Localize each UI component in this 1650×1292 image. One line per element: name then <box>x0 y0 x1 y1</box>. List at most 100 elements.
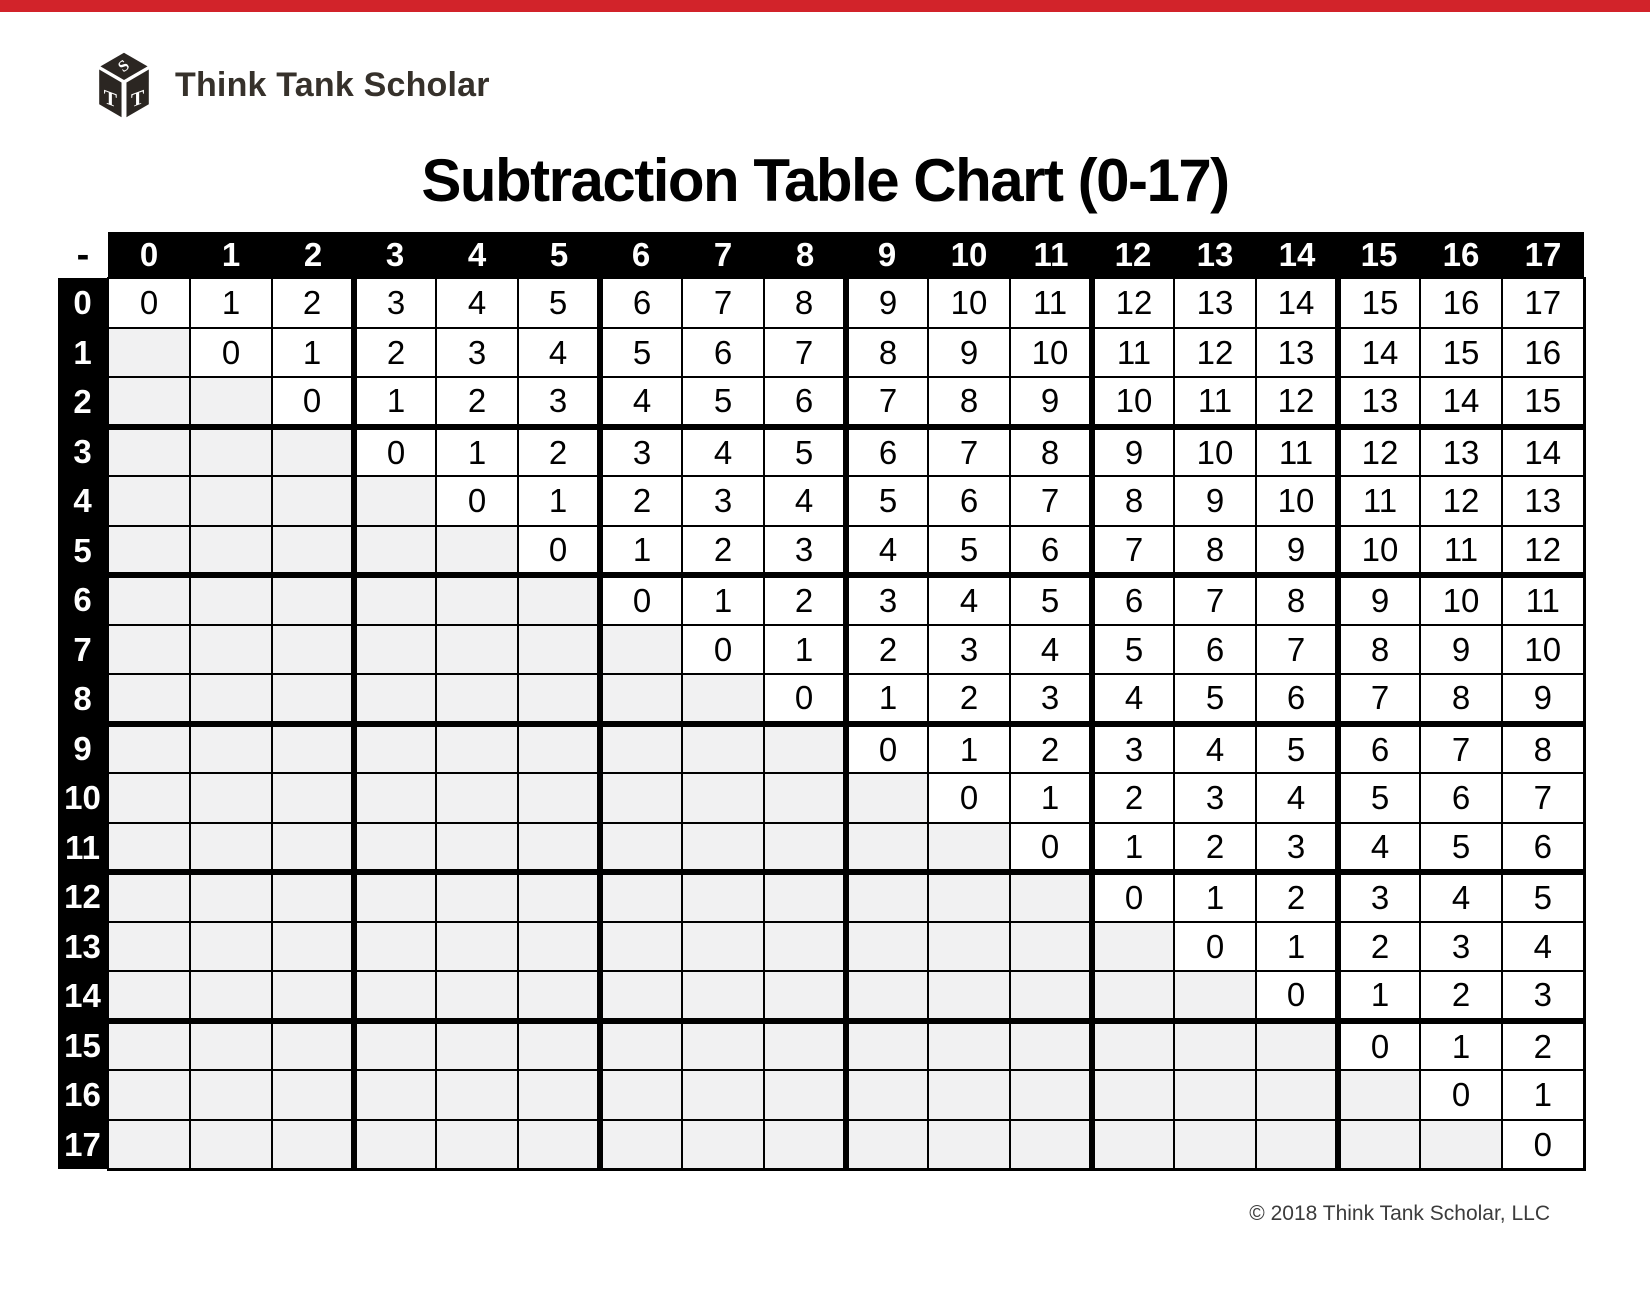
column-header-14: 14 <box>1256 232 1338 278</box>
cell-r14-c16: 2 <box>1419 970 1503 1024</box>
cell-r4-c11: 7 <box>1009 475 1095 527</box>
cell-r1-c2: 1 <box>271 326 357 378</box>
cell-r12-c14: 2 <box>1255 871 1341 923</box>
cube-left-face <box>99 69 122 118</box>
cell-r9-c1 <box>189 722 273 774</box>
cell-r0-c14: 14 <box>1255 277 1341 329</box>
cell-r17-c7 <box>681 1118 765 1171</box>
cell-r11-c5 <box>517 821 603 875</box>
row-header-13: 13 <box>58 921 108 971</box>
cell-r0-c0: 0 <box>107 277 191 329</box>
cell-r17-c10 <box>927 1118 1011 1171</box>
cell-r1-c12: 11 <box>1091 326 1175 378</box>
cell-r3-c6: 3 <box>599 425 683 477</box>
cell-r16-c8 <box>763 1069 849 1121</box>
cell-r11-c16: 5 <box>1419 821 1503 875</box>
cell-r10-c17: 7 <box>1501 772 1586 824</box>
row-header-7: 7 <box>58 624 108 674</box>
cell-r4-c15: 11 <box>1337 475 1421 527</box>
cell-r7-c6 <box>599 623 683 675</box>
cell-r14-c7 <box>681 970 765 1024</box>
cell-r4-c7: 3 <box>681 475 765 527</box>
cell-r2-c13: 11 <box>1173 376 1257 430</box>
cell-r15-c1 <box>189 1019 273 1071</box>
cube-letter-t-left: T <box>104 86 118 112</box>
cell-r9-c17: 8 <box>1501 722 1586 774</box>
cell-r12-c3 <box>353 871 437 923</box>
cell-r7-c12: 5 <box>1091 623 1175 675</box>
cell-r5-c13: 8 <box>1173 524 1257 578</box>
cell-r16-c10 <box>927 1069 1011 1121</box>
cell-r6-c5 <box>517 574 603 626</box>
cell-r10-c5 <box>517 772 603 824</box>
cell-r0-c5: 5 <box>517 277 603 329</box>
cell-r0-c13: 13 <box>1173 277 1257 329</box>
table-row-5: 5 0 1 2 3 4 5 6 7 8 9 10 11 12 <box>58 524 1586 578</box>
row-header-5: 5 <box>58 525 108 575</box>
cell-r17-c5 <box>517 1118 603 1171</box>
cell-r16-c12 <box>1091 1069 1175 1121</box>
cell-r5-c0 <box>107 524 191 578</box>
cell-r7-c8: 1 <box>763 623 849 675</box>
cell-r8-c1 <box>189 673 273 727</box>
cell-r6-c6: 0 <box>599 574 683 626</box>
cell-r12-c8 <box>763 871 849 923</box>
cell-r12-c15: 3 <box>1337 871 1421 923</box>
table-row-4: 4 0 1 2 3 4 5 6 7 8 9 10 11 12 13 <box>58 475 1586 527</box>
table-row-0: 0 0 1 2 3 4 5 6 7 8 9 10 11 12 13 14 15 16 17 <box>58 277 1586 329</box>
cell-r3-c8: 5 <box>763 425 849 477</box>
cell-r6-c9: 3 <box>845 574 929 626</box>
cell-r13-c8 <box>763 920 849 972</box>
cell-r1-c11: 10 <box>1009 326 1095 378</box>
cell-r6-c0 <box>107 574 191 626</box>
cell-r2-c0 <box>107 376 191 430</box>
cell-r11-c0 <box>107 821 191 875</box>
cell-r3-c12: 9 <box>1091 425 1175 477</box>
cell-r4-c1 <box>189 475 273 527</box>
cell-r3-c2 <box>271 425 357 477</box>
cell-r5-c9: 4 <box>845 524 929 578</box>
cell-r12-c7 <box>681 871 765 923</box>
cell-r9-c16: 7 <box>1419 722 1503 774</box>
cell-r12-c2 <box>271 871 357 923</box>
column-header-7: 7 <box>682 232 764 278</box>
cell-r1-c5: 4 <box>517 326 603 378</box>
row-header-14: 14 <box>58 971 108 1021</box>
cell-r16-c2 <box>271 1069 357 1121</box>
cell-r0-c9: 9 <box>845 277 929 329</box>
cell-r6-c2 <box>271 574 357 626</box>
cell-r16-c1 <box>189 1069 273 1121</box>
cell-r10-c15: 5 <box>1337 772 1421 824</box>
table-row-16: 16 0 1 <box>58 1069 1586 1121</box>
cell-r17-c14 <box>1255 1118 1341 1171</box>
cell-r10-c1 <box>189 772 273 824</box>
cell-r9-c6 <box>599 722 683 774</box>
cell-r3-c1 <box>189 425 273 477</box>
cell-r8-c6 <box>599 673 683 727</box>
cell-r15-c17: 2 <box>1501 1019 1586 1071</box>
cell-r6-c13: 7 <box>1173 574 1257 626</box>
table-row-13: 13 0 1 2 3 4 <box>58 920 1586 972</box>
cell-r7-c15: 8 <box>1337 623 1421 675</box>
cell-r16-c3 <box>353 1069 437 1121</box>
cell-r1-c8: 7 <box>763 326 849 378</box>
cell-r13-c6 <box>599 920 683 972</box>
cell-r6-c16: 10 <box>1419 574 1503 626</box>
cell-r5-c3 <box>353 524 437 578</box>
cell-r8-c4 <box>435 673 519 727</box>
cell-r8-c15: 7 <box>1337 673 1421 727</box>
cell-r13-c9 <box>845 920 929 972</box>
cell-r15-c12 <box>1091 1019 1175 1071</box>
cell-r12-c5 <box>517 871 603 923</box>
cell-r16-c17: 1 <box>1501 1069 1586 1121</box>
cell-r11-c1 <box>189 821 273 875</box>
cell-r0-c16: 16 <box>1419 277 1503 329</box>
cell-r12-c6 <box>599 871 683 923</box>
cell-r17-c9 <box>845 1118 929 1171</box>
cell-r13-c7 <box>681 920 765 972</box>
cell-r2-c1 <box>189 376 273 430</box>
row-header-1: 1 <box>58 327 108 377</box>
cell-r8-c9: 1 <box>845 673 929 727</box>
cell-r6-c3 <box>353 574 437 626</box>
